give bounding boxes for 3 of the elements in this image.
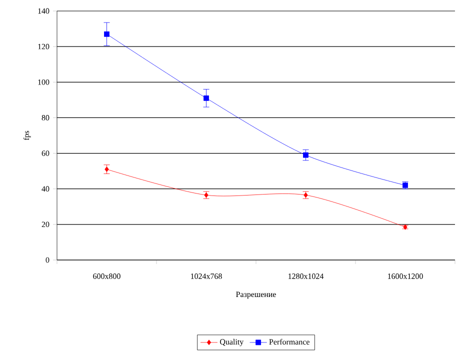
point — [204, 95, 209, 101]
point — [104, 31, 110, 37]
point — [303, 152, 308, 158]
